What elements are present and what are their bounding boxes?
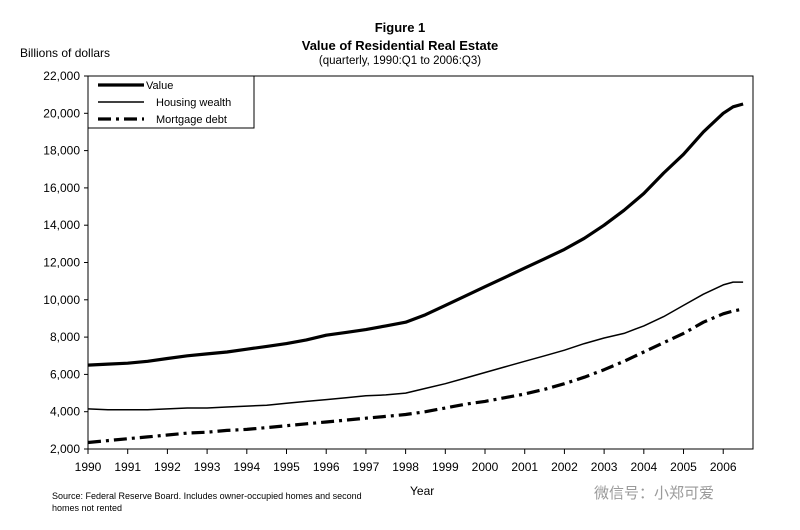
y-tick-label: 14,000 xyxy=(43,218,80,232)
x-tick-label: 1999 xyxy=(432,460,459,474)
x-tick-label: 1992 xyxy=(154,460,181,474)
plot-frame xyxy=(87,75,754,450)
x-tick-label: 2001 xyxy=(511,460,538,474)
y-tick-label: 2,000 xyxy=(50,442,80,456)
x-tick-label: 2005 xyxy=(670,460,697,474)
source-note: Source: Federal Reserve Board. Includes … xyxy=(52,491,362,513)
legend: Value Housing wealth Mortgage debt xyxy=(87,75,255,129)
chart-title: Value of Residential Real Estate xyxy=(301,38,499,53)
y-tick-label: 10,000 xyxy=(43,293,80,307)
chart-subtitle: (quarterly, 1990:Q1 to 2006:Q3) xyxy=(318,55,482,67)
legend-label-1: Housing wealth xyxy=(156,97,231,109)
x-tick-label: 2002 xyxy=(551,460,578,474)
y-tick-label: 8,000 xyxy=(50,330,80,344)
legend-label-2: Mortgage debt xyxy=(156,114,227,126)
x-tick-label: 2003 xyxy=(591,460,618,474)
x-tick-label: 1990 xyxy=(75,460,102,474)
x-tick-label: 1997 xyxy=(353,460,380,474)
y-tick-label: 6,000 xyxy=(50,367,80,381)
x-tick-label: 2004 xyxy=(630,460,657,474)
y-tick-label: 22,000 xyxy=(43,69,80,83)
x-tick-label: 1994 xyxy=(233,460,260,474)
axes xyxy=(84,75,754,454)
figure-label: Figure 1 xyxy=(374,20,426,35)
y-axis-label: Billions of dollars xyxy=(20,46,111,60)
y-tick-label: 12,000 xyxy=(43,256,80,270)
tick-labels: 2,000 4,000 6,000 8,000 10,000 12,000 14,000 16… xyxy=(43,69,737,474)
y-tick-label: 16,000 xyxy=(43,181,80,195)
series-line-1 xyxy=(87,281,744,411)
watermark-text: 微信号：小郑可爱 xyxy=(594,485,715,502)
x-tick-label: 1993 xyxy=(194,460,221,474)
series-line-0 xyxy=(87,102,744,367)
x-tick-label: 1998 xyxy=(392,460,419,474)
x-tick-label: 2000 xyxy=(472,460,499,474)
y-tick-label: 4,000 xyxy=(50,405,80,419)
series-line-2 xyxy=(87,307,744,445)
y-tick-label: 20,000 xyxy=(43,106,80,120)
x-axis-label: Year xyxy=(410,484,435,498)
legend-label-0: Value xyxy=(146,80,173,92)
x-tick-label: 2006 xyxy=(710,460,737,474)
x-tick-label: 1991 xyxy=(114,460,141,474)
x-tick-label: 1995 xyxy=(273,460,300,474)
series-lines xyxy=(87,102,744,445)
y-tick-label: 18,000 xyxy=(43,144,80,158)
x-tick-label: 1996 xyxy=(313,460,340,474)
